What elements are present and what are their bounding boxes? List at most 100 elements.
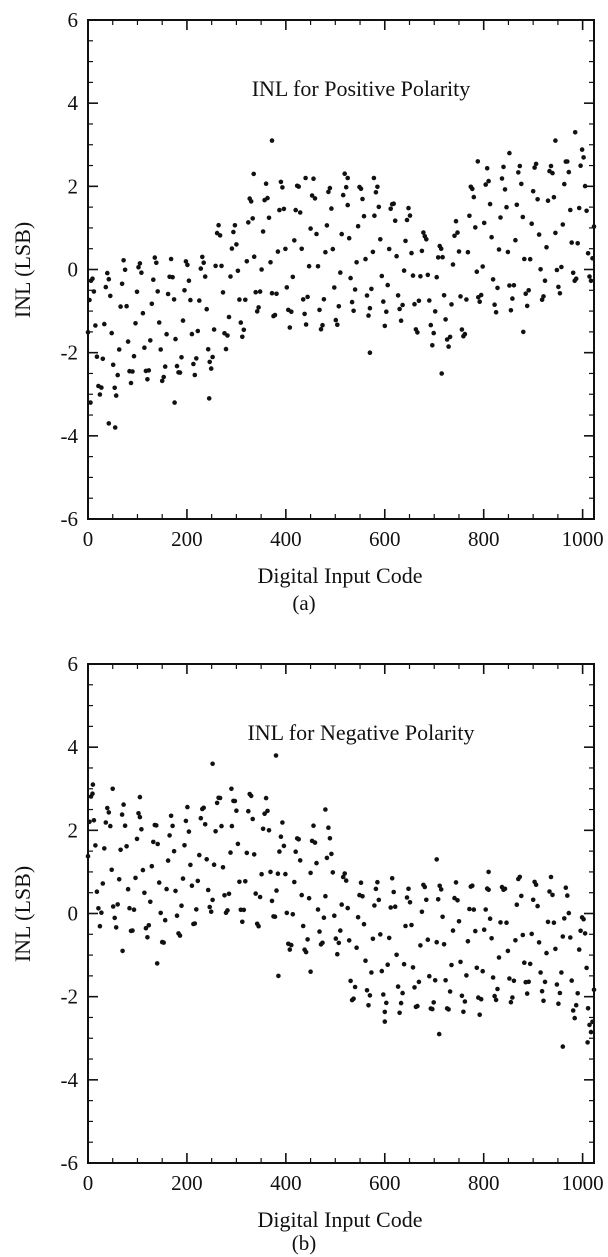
data-point — [412, 302, 417, 307]
x-tick-label: 1000 — [562, 527, 604, 551]
data-point — [169, 814, 174, 819]
data-point — [307, 896, 312, 901]
data-point — [322, 915, 327, 920]
data-point — [385, 283, 390, 288]
data-point — [455, 230, 460, 235]
data-point — [531, 898, 536, 903]
data-point — [434, 857, 439, 862]
data-point — [477, 1012, 482, 1017]
data-point — [138, 261, 143, 266]
data-point — [489, 235, 494, 240]
data-point — [476, 159, 481, 164]
data-point — [328, 836, 333, 841]
data-point — [288, 947, 293, 952]
data-point — [115, 373, 120, 378]
data-point — [93, 323, 98, 328]
data-point — [568, 935, 573, 940]
data-point — [109, 331, 114, 336]
data-point — [446, 344, 451, 349]
data-point — [299, 247, 304, 252]
data-point — [583, 931, 588, 936]
data-point — [261, 229, 266, 234]
data-point — [420, 910, 425, 915]
data-point — [344, 185, 349, 190]
data-point — [259, 872, 264, 877]
data-point — [139, 270, 144, 275]
data-point — [541, 999, 546, 1004]
data-point — [256, 924, 261, 929]
data-point — [552, 920, 557, 925]
data-point — [556, 1001, 561, 1006]
data-point — [440, 915, 445, 920]
y-axis-title: INL (LSB) — [10, 222, 35, 318]
data-point — [201, 806, 206, 811]
data-point — [249, 199, 254, 204]
data-point — [148, 338, 153, 343]
data-point — [574, 276, 579, 281]
data-point — [567, 170, 572, 175]
data-point — [207, 396, 212, 401]
data-point — [337, 304, 342, 309]
data-point — [578, 163, 583, 168]
data-point — [494, 998, 499, 1003]
data-point — [417, 980, 422, 985]
data-point — [506, 250, 511, 255]
data-point — [246, 220, 251, 225]
data-point — [442, 293, 447, 298]
data-point — [196, 879, 201, 884]
data-point — [190, 332, 195, 337]
y-tick-label: 2 — [68, 818, 79, 842]
data-point — [326, 825, 331, 830]
data-point — [331, 870, 336, 875]
data-point — [405, 218, 410, 223]
data-point — [124, 844, 129, 849]
data-point — [225, 908, 230, 913]
data-point — [427, 298, 432, 303]
data-point — [181, 876, 186, 881]
data-point — [108, 294, 113, 299]
data-point — [351, 309, 356, 314]
data-point — [393, 904, 398, 909]
data-point — [199, 266, 204, 271]
data-point — [528, 962, 533, 967]
data-point — [86, 330, 91, 335]
y-tick-label: -4 — [61, 1068, 79, 1092]
data-point — [553, 231, 558, 236]
data-point — [472, 907, 477, 912]
data-point — [127, 906, 132, 911]
data-point — [507, 151, 512, 156]
data-point — [298, 858, 303, 863]
data-point — [164, 332, 169, 337]
data-point — [402, 962, 407, 967]
data-point — [130, 928, 135, 933]
data-point — [497, 955, 502, 960]
data-point — [270, 138, 275, 143]
data-point — [475, 966, 480, 971]
data-point — [356, 915, 361, 920]
data-point — [334, 318, 339, 323]
data-point — [166, 292, 171, 297]
data-point — [345, 906, 350, 911]
data-point — [99, 910, 104, 915]
data-point — [492, 302, 497, 307]
data-point — [117, 877, 122, 882]
data-point — [498, 215, 503, 220]
data-point — [112, 916, 117, 921]
data-point — [590, 256, 595, 261]
data-point — [245, 851, 250, 856]
data-point — [553, 947, 558, 952]
data-point — [415, 1004, 420, 1009]
data-point — [575, 991, 580, 996]
data-point — [525, 991, 530, 996]
data-point — [581, 155, 586, 160]
data-point — [157, 320, 162, 325]
data-point — [236, 269, 241, 274]
data-point — [178, 933, 183, 938]
data-point — [224, 347, 229, 352]
data-point — [161, 940, 166, 945]
data-point — [293, 208, 298, 213]
data-point — [104, 820, 109, 825]
data-point — [411, 273, 416, 278]
data-point — [147, 368, 152, 373]
